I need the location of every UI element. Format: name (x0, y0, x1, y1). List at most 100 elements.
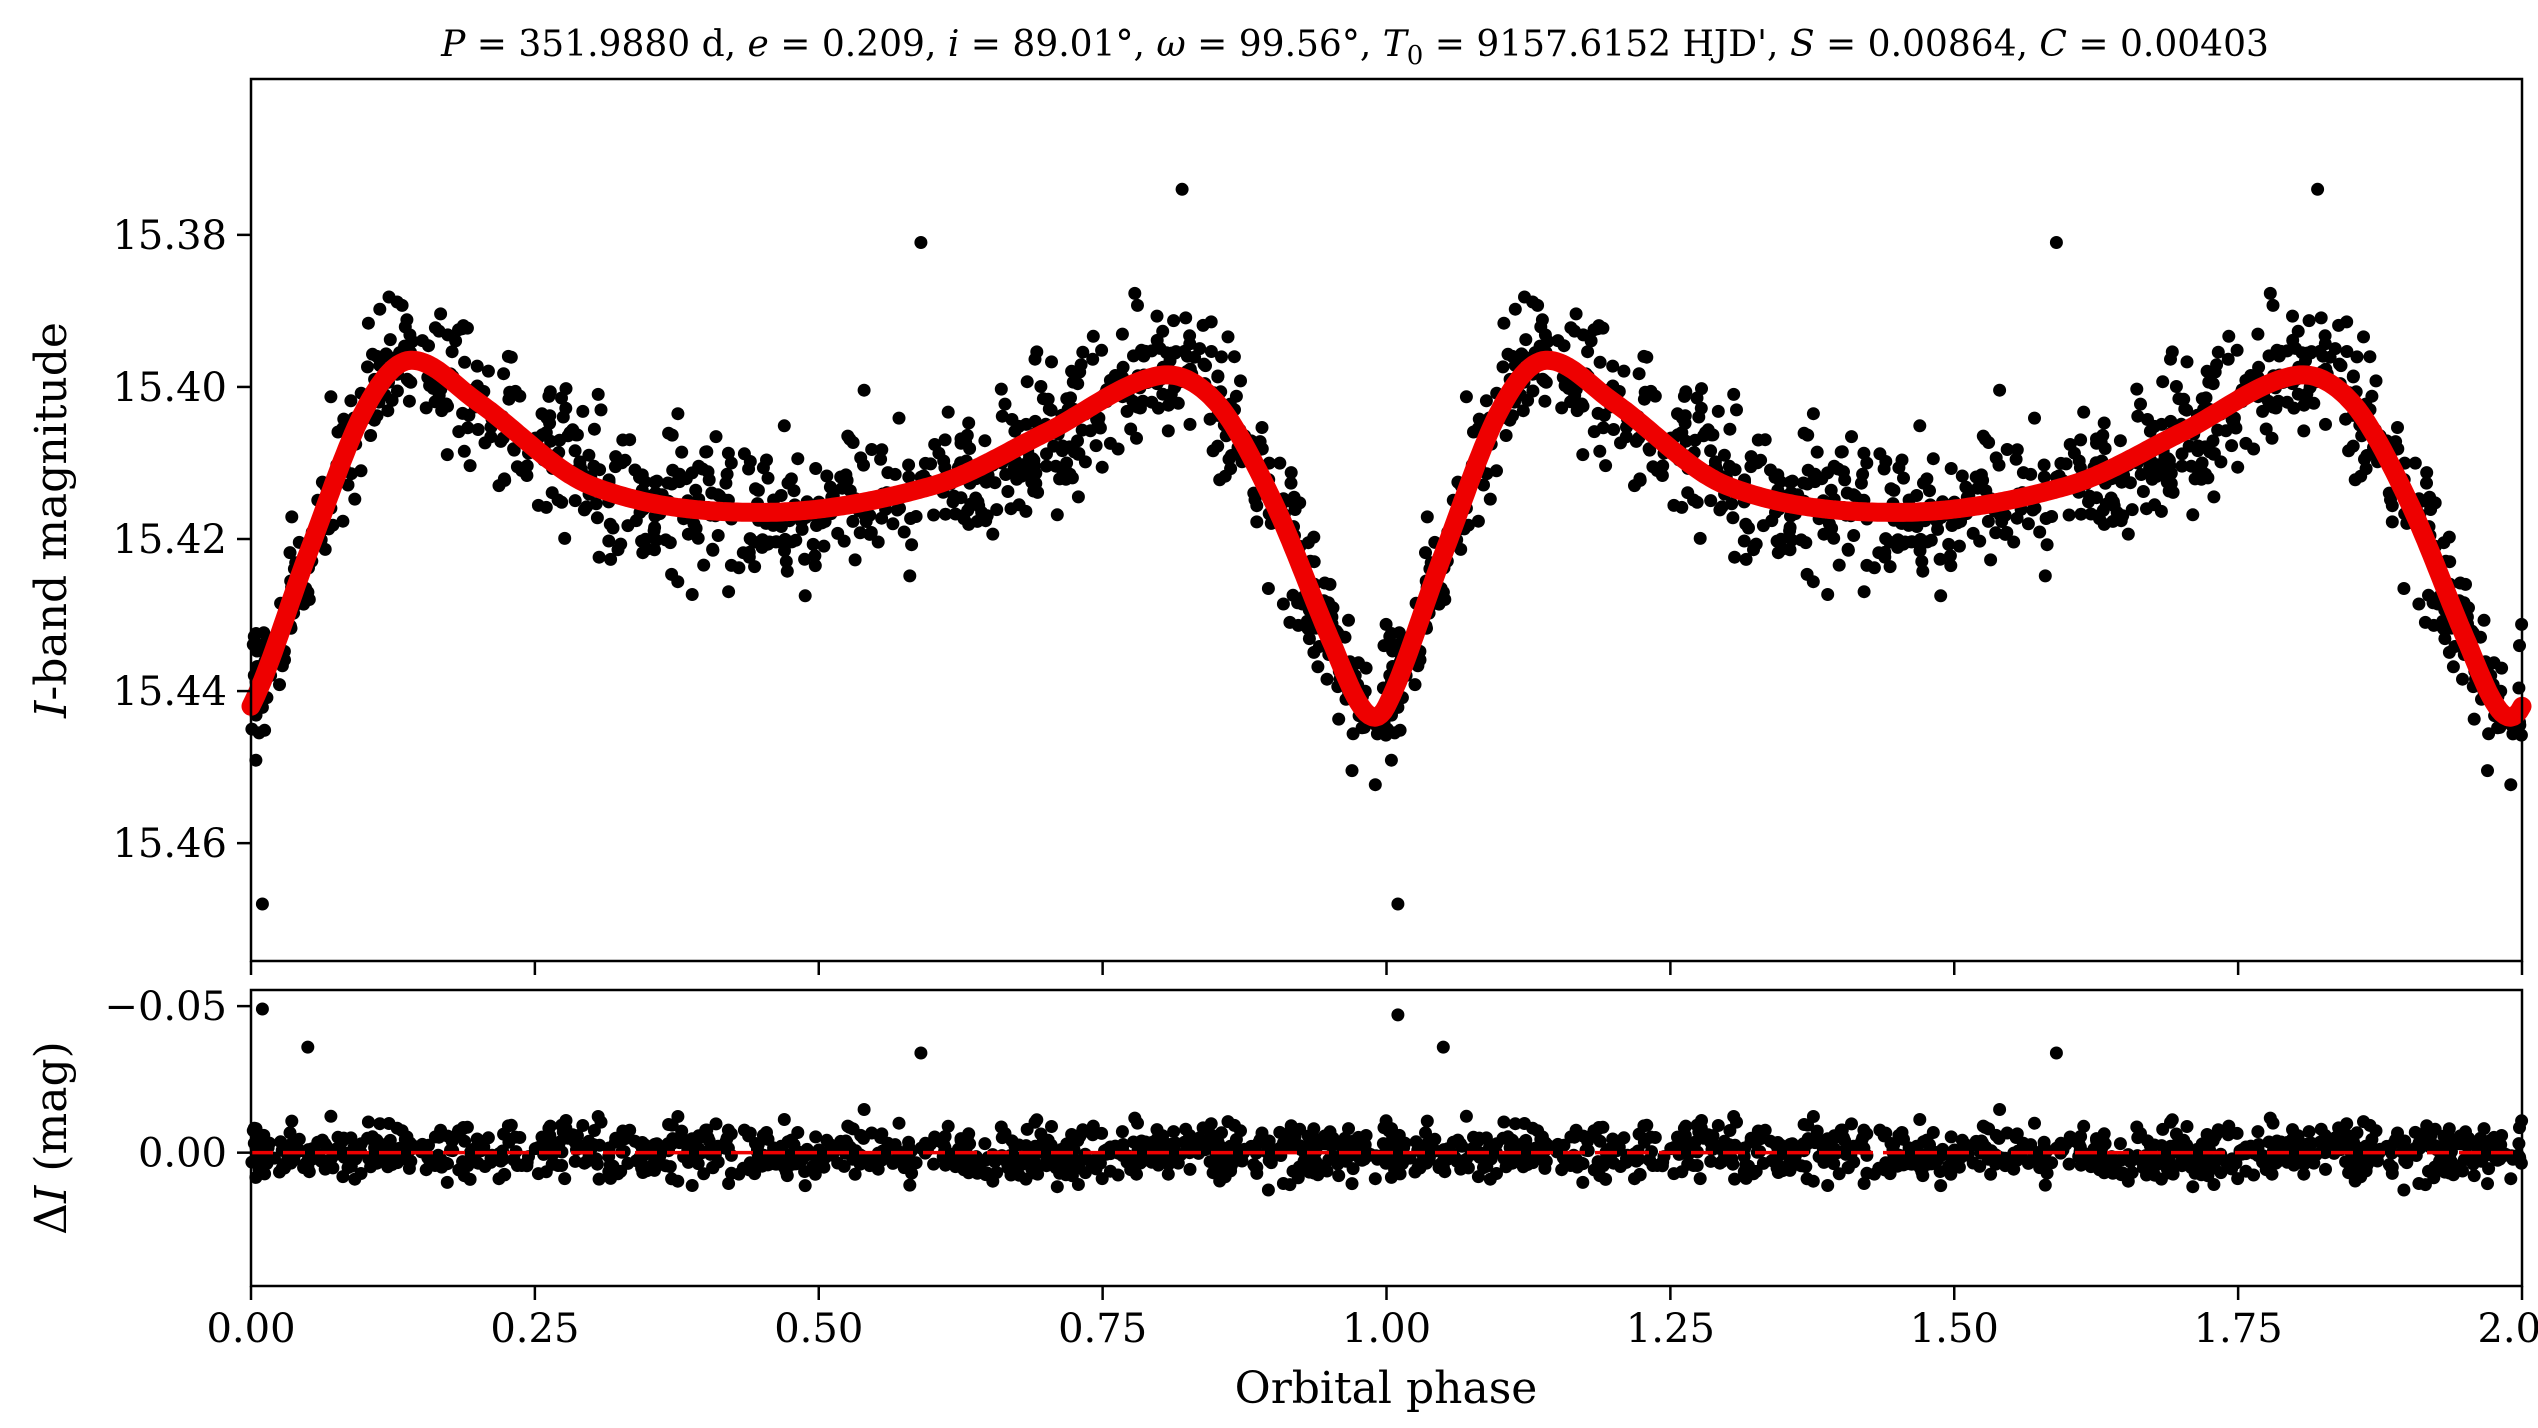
data-point (249, 753, 263, 767)
residual-point (1234, 1124, 1247, 1138)
residual-point (994, 1120, 1008, 1134)
data-point (1211, 370, 1225, 384)
data-point (1675, 426, 1689, 440)
data-point (1499, 429, 1513, 442)
residual-point (1860, 1148, 1874, 1162)
data-point (888, 467, 902, 481)
residual-point (283, 1126, 297, 1140)
residual-point (2486, 1139, 2500, 1153)
data-point (1593, 355, 1607, 369)
data-point (400, 313, 414, 327)
data-point (1942, 537, 1956, 551)
residual-point (2175, 1159, 2189, 1173)
data-point (2385, 515, 2399, 529)
residual-point (1704, 1154, 1718, 1168)
residual-point (1794, 1159, 1808, 1173)
data-point (2350, 350, 2364, 364)
residual-point (970, 1166, 984, 1180)
bottom-x-tick-label: 0.25 (490, 1306, 579, 1352)
data-point (1637, 349, 1651, 363)
data-point (1250, 499, 1264, 513)
residual-point (1857, 1177, 1871, 1190)
residual-point (1785, 1137, 1799, 1151)
data-point (1857, 585, 1871, 599)
data-point (1538, 394, 1552, 408)
residual-point (815, 1146, 829, 1160)
residual-point (319, 1139, 333, 1153)
data-point (980, 509, 994, 523)
data-point (886, 517, 900, 531)
residual-point (798, 1179, 812, 1193)
residual-point (1878, 1163, 1892, 1177)
data-point (341, 478, 355, 492)
bottom-y-axis: −0.05 0.00 (104, 984, 251, 1177)
residual-point (614, 1164, 628, 1178)
data-point (2010, 511, 2024, 525)
residual-point (742, 1163, 756, 1177)
data-point (1944, 462, 1958, 475)
data-point (1131, 298, 1144, 312)
top-ylabel-rest: -band magnitude (26, 322, 77, 701)
residual-point (1934, 1179, 1948, 1193)
data-point (2340, 345, 2354, 358)
residual-point (721, 1123, 735, 1137)
data-point (591, 387, 605, 401)
residual-point (932, 1134, 946, 1148)
residual-point (2408, 1125, 2422, 1139)
residual-point (1086, 1119, 1100, 1133)
data-point (1539, 375, 1553, 389)
residual-point (766, 1151, 780, 1165)
residual-point (1526, 1143, 1540, 1157)
residual-point (1030, 1113, 1044, 1127)
data-point (2028, 501, 2042, 515)
data-point (1115, 327, 1129, 341)
residual-point (2254, 1149, 2268, 1163)
data-point (1234, 374, 1247, 388)
residual-point (809, 1130, 823, 1144)
data-point (1093, 421, 1107, 435)
residual-point (2302, 1125, 2316, 1139)
data-point (1071, 434, 1084, 448)
data-point (994, 382, 1008, 396)
residual-point (348, 1172, 362, 1186)
residual-point (1797, 1118, 1811, 1131)
residual-point (1739, 1171, 1753, 1185)
data-point (1056, 439, 1070, 453)
data-point (1723, 422, 1737, 436)
data-point (954, 436, 968, 450)
top-panel: 15.38 15.40 15.42 15.44 15.46 I-band magnitu… (26, 77, 2532, 975)
data-point (893, 501, 906, 515)
residual-point (2200, 1128, 2214, 1141)
data-point (2442, 645, 2456, 659)
bottom-ylabel-rest: (mag) (26, 1041, 77, 1185)
data-point (1607, 423, 1621, 436)
data-point (2333, 357, 2346, 371)
data-point (1188, 350, 1202, 364)
data-point (2207, 490, 2221, 504)
residual-point (1620, 1152, 1633, 1166)
residual-point (2045, 1156, 2059, 1170)
residual-point (2140, 1168, 2153, 1182)
data-point (1516, 404, 1530, 418)
residual-point (463, 1172, 477, 1186)
data-point (1218, 469, 1232, 483)
residual-point (1496, 1131, 1510, 1145)
data-point (2037, 470, 2051, 484)
data-point (2067, 446, 2081, 460)
data-point (1137, 349, 1151, 363)
data-point (2295, 346, 2309, 360)
residual-point (2095, 1141, 2109, 1155)
data-point (1587, 425, 1601, 439)
residual-point (777, 1113, 791, 1126)
bottom-x-axis: 0.00 0.25 0.50 0.75 1.00 1.25 1.50 1.75 2.00 (206, 1286, 2538, 1352)
data-point (568, 494, 582, 508)
residual-point (2354, 1170, 2368, 1184)
residual-point (1806, 1110, 1820, 1123)
residual-point (897, 1161, 911, 1175)
residual-point (300, 1146, 314, 1160)
residual-point (1045, 1120, 1058, 1133)
data-point (559, 382, 573, 396)
residual-point (1877, 1129, 1891, 1143)
residual-point (893, 1151, 906, 1165)
data-point (1587, 323, 1601, 337)
